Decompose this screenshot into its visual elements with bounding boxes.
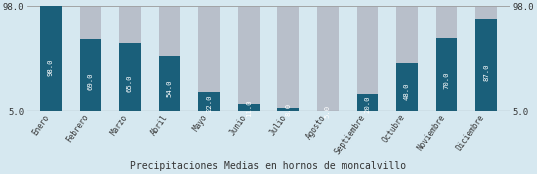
- Text: 5.0: 5.0: [325, 105, 331, 118]
- Bar: [278, 108, 299, 111]
- Bar: [357, 1, 379, 111]
- Text: 70.0: 70.0: [444, 72, 449, 89]
- Bar: [40, 6, 62, 111]
- Bar: [278, 1, 299, 111]
- Text: 87.0: 87.0: [483, 64, 489, 81]
- Bar: [198, 1, 220, 111]
- X-axis label: Precipitaciones Medias en hornos de moncalvillo: Precipitaciones Medias en hornos de monc…: [130, 161, 407, 171]
- Text: 98.0: 98.0: [48, 58, 54, 76]
- Bar: [238, 104, 259, 111]
- Text: 48.0: 48.0: [404, 82, 410, 100]
- Bar: [396, 1, 418, 111]
- Bar: [79, 39, 101, 111]
- Bar: [119, 1, 141, 111]
- Text: 8.0: 8.0: [285, 103, 291, 116]
- Bar: [317, 1, 339, 111]
- Bar: [238, 1, 259, 111]
- Bar: [475, 1, 497, 111]
- Bar: [119, 44, 141, 111]
- Text: 65.0: 65.0: [127, 74, 133, 92]
- Text: 11.0: 11.0: [246, 99, 252, 117]
- Text: 69.0: 69.0: [88, 72, 93, 90]
- Bar: [396, 63, 418, 111]
- Bar: [40, 1, 62, 111]
- Bar: [158, 56, 180, 111]
- Bar: [357, 94, 379, 111]
- Bar: [475, 19, 497, 111]
- Bar: [79, 1, 101, 111]
- Text: 20.0: 20.0: [365, 95, 371, 113]
- Bar: [158, 1, 180, 111]
- Bar: [198, 92, 220, 111]
- Text: 22.0: 22.0: [206, 94, 212, 112]
- Bar: [436, 1, 458, 111]
- Bar: [436, 38, 458, 111]
- Text: 54.0: 54.0: [166, 79, 172, 97]
